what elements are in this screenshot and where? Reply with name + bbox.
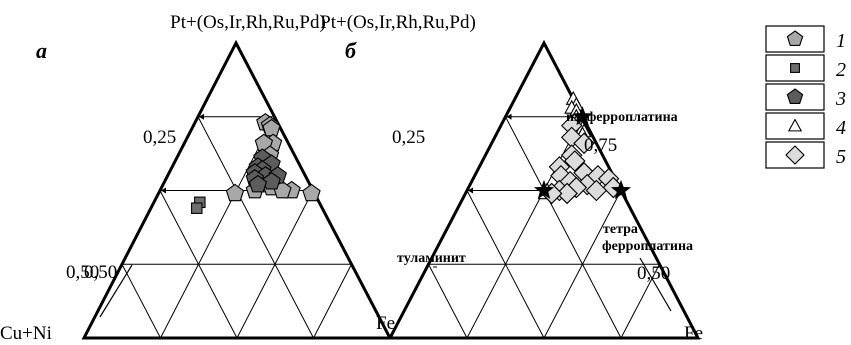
legend-item-4: 4: [765, 112, 846, 140]
legend-item-1: 1: [765, 25, 846, 53]
panel-b-tick-label-050-right: 0,50: [637, 263, 670, 284]
legend-marker-4: [787, 118, 803, 132]
legend-marker-1: [786, 30, 804, 47]
legend-marker-shape-2: [790, 63, 800, 73]
legend-label-2: 2: [836, 59, 846, 81]
panel-b-point-s2-5: [564, 150, 586, 172]
mineral-star-3: [533, 179, 555, 200]
panel-b-point-s2-3: [573, 132, 595, 155]
legend-label-1: 1: [836, 30, 846, 52]
legend-item-3: 3: [765, 83, 846, 111]
panel-b-apex-top: Pt+(Os,Ir,Rh,Ru,Pd): [320, 12, 476, 33]
panel-a-tick-label-025: 0,25: [143, 127, 176, 148]
panel-a-tick-marks: [161, 113, 204, 194]
panel-b-right-edge-line: [639, 257, 672, 312]
panel-b-apex-right: Fe: [684, 323, 703, 344]
panel-a-tick-arrow: [161, 187, 166, 194]
legend-marker-shape-3: [786, 88, 804, 105]
panel-b-point-s2-17: [556, 182, 578, 205]
panel-a-apex-right: Fe: [376, 313, 395, 334]
panel-b-tick-arrow: [506, 113, 512, 120]
panel-a-apex-left: Cu+Ni: [0, 323, 52, 344]
panel-a-tick-arrow: [199, 113, 204, 120]
panel-a: Pt+(Os,Ir,Rh,Ru,Pd) Cu+Ni Fe а 0,25 0,50: [0, 12, 395, 344]
mineral-star-1: [572, 106, 593, 126]
panel-b-tick-marks: [468, 113, 512, 194]
panel-b-point-s2-16: [585, 179, 608, 202]
legend-marker-5: [785, 145, 805, 165]
panel-b-tick-label-025: 0,25: [392, 127, 425, 148]
legend-marker-shape-5: [785, 145, 805, 165]
legend-marker-shape-1: [786, 30, 804, 47]
panel-a-tick-label-050: 0,50: [66, 262, 99, 283]
panel-b-tick-arrow: [468, 187, 473, 194]
legend: 1 2 3 4 5: [765, 25, 846, 169]
panel-a-point-s3-10: [248, 174, 268, 193]
panel-b-label: б: [345, 38, 357, 63]
mineral-label-tulameenite: туламинит: [397, 251, 466, 266]
mineral-label-isoferroplatinum: изоферроплатина: [566, 110, 678, 125]
legend-item-5: 5: [765, 141, 846, 169]
mineral-label-tetraferroplatinum-line1: тетра: [603, 222, 638, 237]
legend-label-5: 5: [836, 146, 846, 168]
panel-a-point-s1-13: [302, 183, 321, 202]
legend-item-2: 2: [765, 54, 846, 82]
panel-a-point-s2-2: [191, 202, 203, 214]
legend-label-3: 3: [835, 88, 846, 110]
panel-a-label: а: [36, 38, 47, 63]
panel-a-point-s3-9: [262, 171, 281, 190]
panel-a-grid: [121, 116, 352, 339]
panel-a-points: [191, 112, 321, 214]
legend-marker-2: [790, 63, 800, 73]
panel-b-points: [537, 90, 625, 205]
mineral-label-tetraferroplatinum-line2: ферроплатина: [602, 239, 693, 254]
panel-a-left-edge-line: [99, 264, 133, 318]
panel-b: Pt+(Os,Ir,Rh,Ru,Pd) Fe б 0,25 0,50 0,75 …: [84, 12, 703, 344]
legend-label-4: 4: [836, 117, 846, 139]
panel-a-apex-top: Pt+(Os,Ir,Rh,Ru,Pd): [170, 12, 326, 33]
legend-marker-3: [786, 88, 804, 105]
legend-marker-shape-4: [787, 118, 803, 132]
panel-a-point-s1-12: [225, 183, 245, 202]
panel-b-mineral-stars: [533, 106, 632, 200]
panel-b-tick-label-050-left: 0,50: [84, 262, 117, 283]
panel-b-tick-label-075: 0,75: [584, 135, 617, 156]
mineral-star-2: [610, 179, 632, 200]
